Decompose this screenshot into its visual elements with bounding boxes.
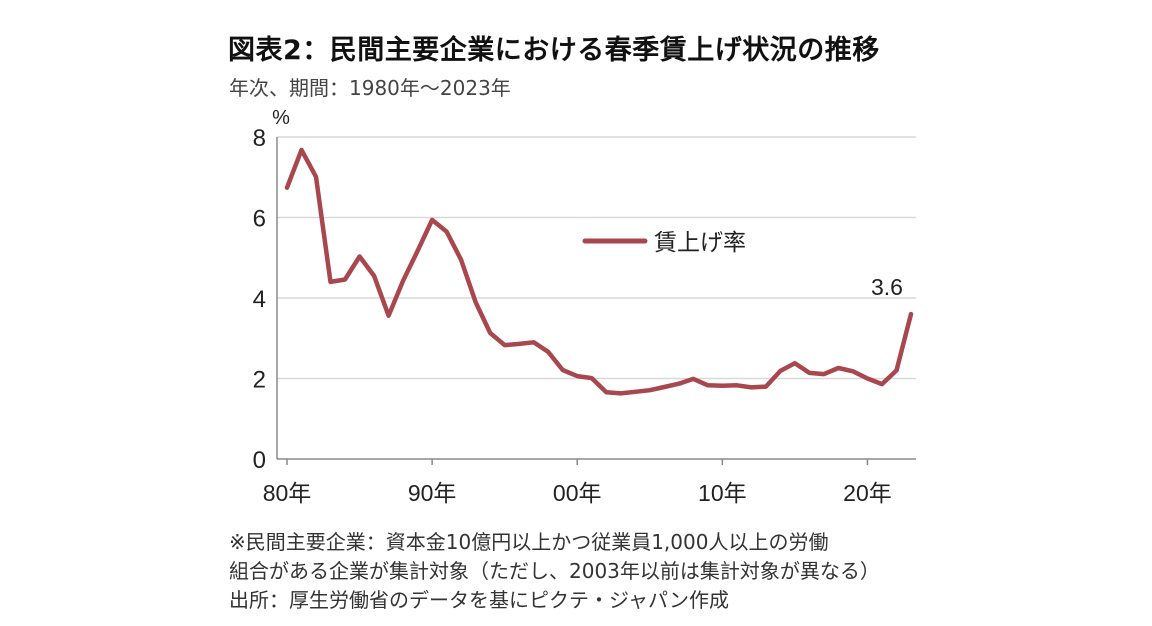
footnote-definition-line1: ※民間主要企業：資本金10億円以上かつ従業員1,000人以上の労働 xyxy=(229,530,829,554)
legend-label: 賃上げ率 xyxy=(654,230,746,256)
axes xyxy=(276,137,916,465)
labels: 0 2 4 6 8% 80年 90年 00年 10年 20年 賃上げ率 3.6 xyxy=(253,107,903,506)
series-layer xyxy=(284,147,914,396)
gridlines xyxy=(277,136,916,380)
x-tick-label-1980: 80年 xyxy=(263,480,312,506)
y-tick-label-4: 4 xyxy=(253,286,266,313)
y-axis-unit-label: % xyxy=(272,107,290,129)
series-line-0 xyxy=(284,147,914,396)
x-tick-label-2010: 10年 xyxy=(698,480,747,506)
y-tick-label-0: 0 xyxy=(253,447,266,474)
y-tick-label-8: 8 xyxy=(253,125,266,152)
chart-title: 図表2：民間主要企業における春季賃上げ状況の推移 xyxy=(228,35,880,66)
x-tick-label-2020: 20年 xyxy=(843,480,892,506)
data-label-2023: 3.6 xyxy=(871,274,903,300)
x-tick-label-2000: 00年 xyxy=(553,480,602,506)
source-note: 出所：厚生労働省のデータを基にピクテ・ジャパン作成 xyxy=(229,588,729,612)
footnote-definition-line2: 組合がある企業が集計対象（ただし、2003年以前は集計対象が異なる） xyxy=(229,559,880,583)
y-tick-label-6: 6 xyxy=(253,206,266,233)
chart-subtitle: 年次、期間：1980年～2023年 xyxy=(229,76,511,100)
y-tick-label-2: 2 xyxy=(253,367,266,394)
x-tick-label-1990: 90年 xyxy=(408,480,457,506)
footnotes: ※民間主要企業：資本金10億円以上かつ従業員1,000人以上の労働 組合がある企… xyxy=(229,528,880,615)
